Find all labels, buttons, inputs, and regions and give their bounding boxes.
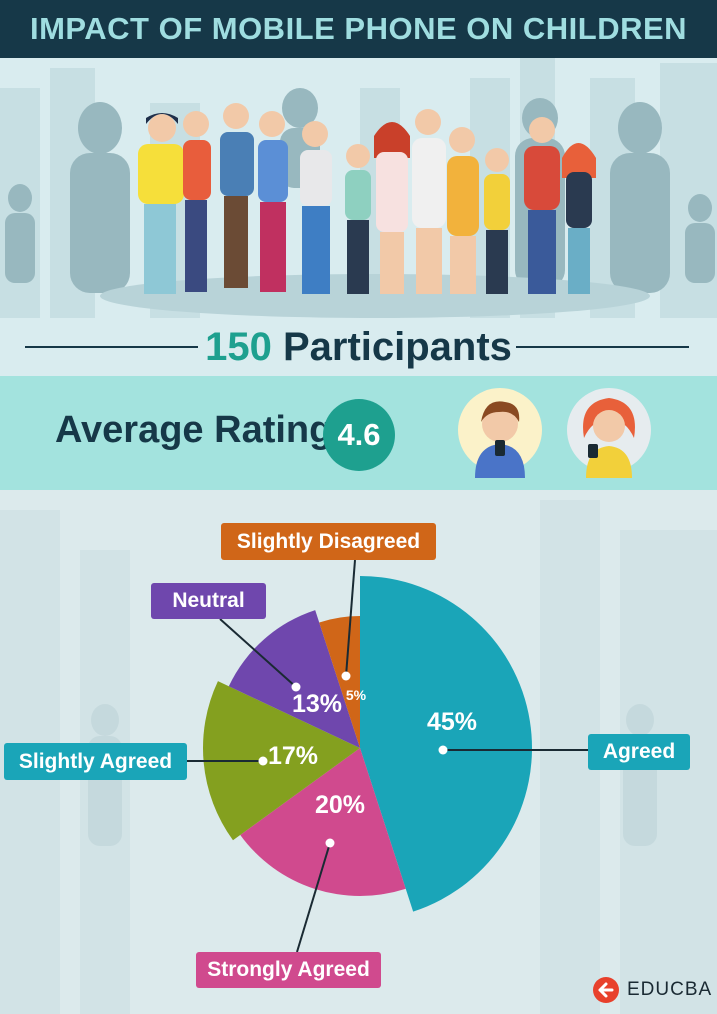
pie-slice-slightly-disagreed — [319, 616, 360, 748]
educba-logo-text: EDUCBA — [627, 979, 713, 1000]
pie-slice-agreed — [360, 576, 533, 912]
rating-badge: 4.6 — [323, 399, 395, 471]
leader-dot-neutral — [291, 682, 301, 692]
leader-line-neutral — [219, 618, 297, 688]
leader-dot-slightly-agreed — [258, 756, 268, 766]
boy-with-phone-icon — [458, 388, 542, 478]
leader-dot-agreed — [438, 745, 448, 755]
pie-value-slightly-disagreed: 5% — [346, 687, 367, 703]
leader-line-strongly-agreed — [296, 842, 331, 953]
girl-with-phone-icon — [567, 388, 651, 478]
pie-value-neutral: 13% — [292, 690, 342, 718]
crowd-illustration — [0, 58, 717, 318]
label-agreed: Agreed — [588, 734, 690, 770]
participants-row: 150 Participants — [0, 318, 717, 376]
divider-left — [25, 346, 198, 348]
pie-slice-slightly-agreed — [203, 681, 360, 841]
educba-logo: EDUCBA — [591, 975, 712, 1005]
label-slightly-disagreed: Slightly Disagreed — [221, 523, 436, 560]
pie-value-strongly-agreed: 20% — [315, 791, 365, 819]
educba-logo-icon — [593, 977, 619, 1003]
page-title: IMPACT OF MOBILE PHONE ON CHILDREN — [29, 11, 688, 46]
leader-dot-slightly-disagreed — [341, 671, 351, 681]
label-strongly-agreed: Strongly Agreed — [196, 952, 381, 988]
pie-slice-neutral — [228, 610, 360, 748]
participants-text: 150 Participants — [0, 325, 717, 370]
hero-illustration — [0, 58, 717, 318]
pie-value-agreed: 45% — [427, 708, 477, 736]
leader-line-slightly-disagreed — [345, 559, 356, 677]
pie-value-slightly-agreed: 17% — [268, 742, 318, 770]
leader-dot-strongly-agreed — [325, 838, 335, 848]
participants-count: 150 — [205, 325, 272, 369]
pie-slice-strongly-agreed — [240, 748, 406, 896]
label-neutral: Neutral — [151, 583, 266, 619]
participants-label: Participants — [282, 325, 512, 369]
header-bar: IMPACT OF MOBILE PHONE ON CHILDREN — [0, 0, 717, 58]
label-slightly-agreed: Slightly Agreed — [4, 743, 187, 780]
divider-right — [516, 346, 689, 348]
rating-label: Average Rating — [55, 409, 333, 451]
